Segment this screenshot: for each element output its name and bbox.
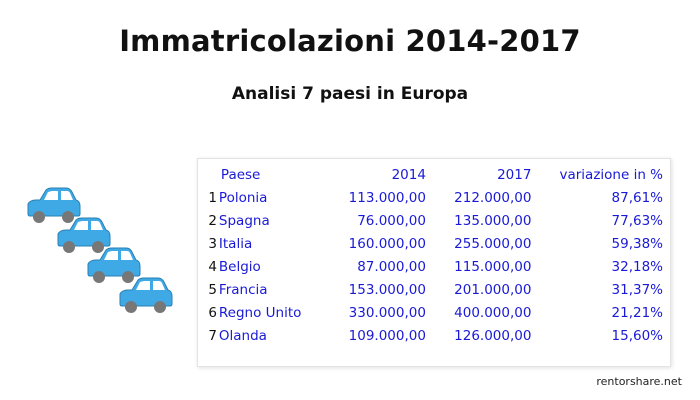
row-rank: 4: [208, 258, 217, 275]
row-2014: 113.000,00: [348, 189, 426, 206]
row-2014: 153.000,00: [348, 281, 426, 298]
page-subtitle: Analisi 7 paesi in Europa: [231, 84, 469, 104]
row-2017: 255.000,00: [454, 235, 532, 252]
row-paese: Italia: [218, 235, 253, 252]
car-icon: [119, 277, 173, 313]
row-2017: 201.000,00: [454, 281, 532, 298]
car-icon: [57, 217, 111, 253]
page-title: Immatricolazioni 2014-2017: [119, 24, 581, 58]
row-2017: 135.000,00: [454, 212, 532, 229]
row-variazione: 21,21%: [611, 304, 663, 321]
row-rank: 6: [208, 304, 217, 321]
table-row: 7 Olanda 109.000,00 126.000,00 15,60%: [201, 324, 667, 347]
table-row: 2 Spagna 76.000,00 135.000,00 77,63%: [201, 209, 667, 232]
row-rank: 7: [208, 327, 217, 344]
row-paese: Olanda: [218, 327, 267, 344]
row-variazione: 77,63%: [611, 212, 663, 229]
row-rank: 3: [208, 235, 217, 252]
table-row: 4 Belgio 87.000,00 115.000,00 32,18%: [201, 255, 667, 278]
row-2017: 212.000,00: [454, 189, 532, 206]
registrations-table-card: Paese 2014 2017 variazione in % 1 Poloni…: [197, 158, 671, 367]
row-rank: 5: [208, 281, 217, 298]
car-icon: [27, 187, 81, 223]
row-paese: Francia: [218, 281, 268, 298]
row-paese: Belgio: [218, 258, 261, 275]
header-2014: 2014: [391, 166, 426, 183]
header-2017: 2017: [497, 166, 532, 183]
table-row: 3 Italia 160.000,00 255.000,00 59,38%: [201, 232, 667, 255]
row-2017: 400.000,00: [454, 304, 532, 321]
row-2014: 330.000,00: [348, 304, 426, 321]
row-paese: Spagna: [218, 212, 270, 229]
row-2017: 115.000,00: [454, 258, 532, 275]
row-2017: 126.000,00: [454, 327, 532, 344]
header-variazione: variazione in %: [559, 166, 663, 183]
row-rank: 1: [208, 189, 217, 206]
registrations-table: Paese 2014 2017 variazione in % 1 Poloni…: [201, 163, 667, 347]
row-rank: 2: [208, 212, 217, 229]
row-2014: 109.000,00: [348, 327, 426, 344]
row-2014: 76.000,00: [357, 212, 426, 229]
table-row: 6 Regno Unito 330.000,00 400.000,00 21,2…: [201, 301, 667, 324]
row-variazione: 31,37%: [611, 281, 663, 298]
table-row: 5 Francia 153.000,00 201.000,00 31,37%: [201, 278, 667, 301]
table-row: 1 Polonia 113.000,00 212.000,00 87,61%: [201, 186, 667, 209]
row-paese: Polonia: [218, 189, 268, 206]
row-variazione: 59,38%: [611, 235, 663, 252]
watermark-text: rentorshare.net: [596, 375, 682, 388]
cars-illustration: [18, 178, 188, 328]
row-paese: Regno Unito: [218, 304, 302, 321]
row-variazione: 87,61%: [611, 189, 663, 206]
row-2014: 160.000,00: [348, 235, 426, 252]
header-paese: Paese: [220, 166, 261, 183]
row-variazione: 32,18%: [611, 258, 663, 275]
car-icon: [87, 247, 141, 283]
row-variazione: 15,60%: [611, 327, 663, 344]
row-2014: 87.000,00: [357, 258, 426, 275]
header-rank: [201, 163, 217, 186]
table-header-row: Paese 2014 2017 variazione in %: [201, 163, 667, 186]
